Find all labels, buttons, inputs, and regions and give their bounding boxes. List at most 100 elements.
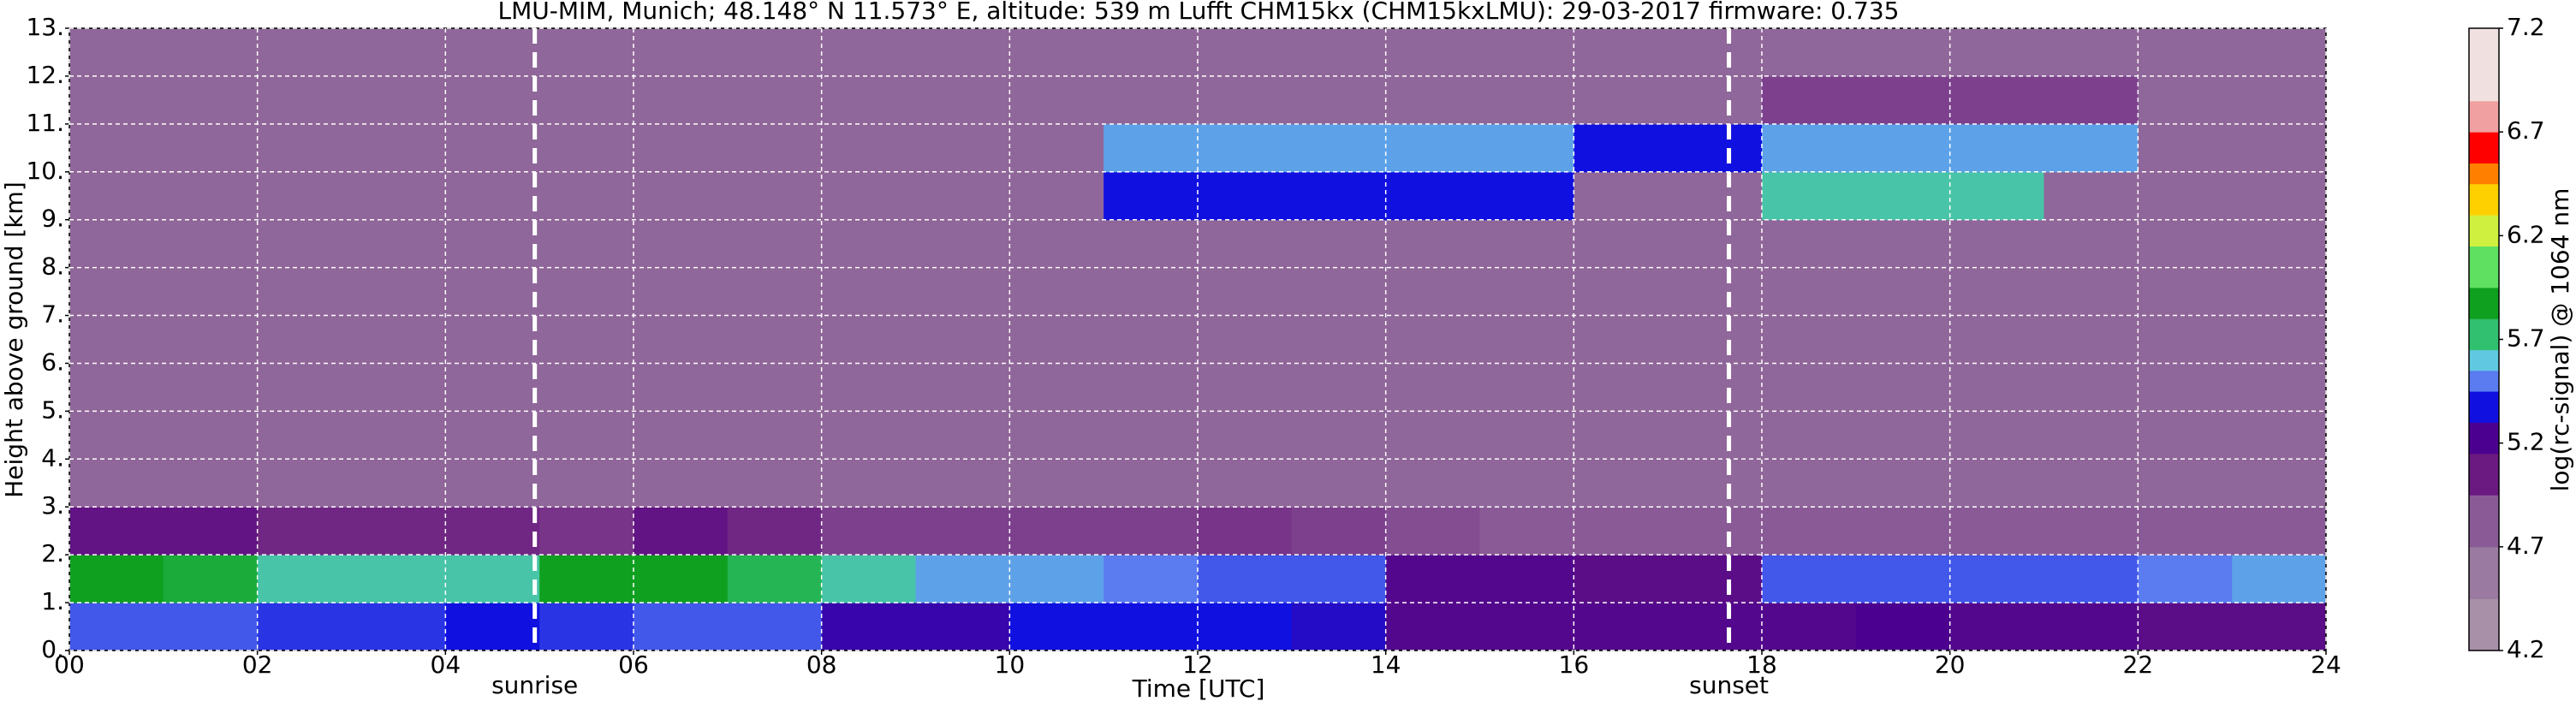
heatmap-cell [727, 507, 823, 556]
heatmap-cell [1198, 603, 1293, 651]
heatmap-cell [69, 219, 164, 269]
heatmap-cell [1855, 123, 1951, 173]
heatmap-cell [1949, 555, 2044, 603]
heatmap-cell [1668, 459, 1763, 508]
x-tick-label: 20 [1935, 651, 1966, 679]
heatmap-cell [1385, 75, 1480, 125]
heatmap-cell [351, 603, 446, 651]
heatmap-cell [539, 28, 634, 77]
heatmap-cell [163, 123, 259, 173]
heatmap-cell [1009, 123, 1104, 173]
y-tick-label: 2. [41, 539, 64, 567]
heatmap-cell [1855, 363, 1951, 412]
heatmap-cell [915, 267, 1010, 317]
heatmap-cell [351, 555, 446, 603]
heatmap-cell [69, 459, 164, 508]
heatmap-cell [634, 507, 729, 556]
heatmap-cell [539, 363, 634, 412]
heatmap-cell [1009, 603, 1104, 651]
heatmap-cell [1762, 459, 1857, 508]
heatmap-cell [915, 315, 1010, 364]
heatmap-cell [257, 459, 352, 508]
heatmap-cell [1009, 315, 1104, 364]
heatmap-cell [1198, 507, 1293, 556]
heatmap-cell [1668, 507, 1763, 556]
heatmap-cell [634, 28, 729, 77]
heatmap-cell [1574, 123, 1669, 173]
heatmap-cell [821, 171, 916, 221]
heatmap-cell [1104, 267, 1199, 317]
heatmap-cell [1198, 555, 1293, 603]
x-tick-label: 18 [1746, 651, 1777, 679]
y-tick-label: 8. [41, 253, 64, 281]
heatmap-cell [1855, 315, 1951, 364]
heatmap-cell [445, 555, 540, 603]
heatmap-cell [163, 411, 259, 460]
heatmap-cell [163, 555, 259, 603]
heatmap-cell [1949, 28, 2044, 77]
heatmap-cell [163, 267, 259, 317]
heatmap-cell [2138, 363, 2233, 412]
heatmap-cell [1385, 603, 1480, 651]
heatmap-cell [1009, 171, 1104, 221]
heatmap-cell [1291, 219, 1387, 269]
annotation-label: sunset [1689, 671, 1769, 699]
y-tick-label: 7. [41, 300, 64, 329]
heatmap-cell [257, 315, 352, 364]
heatmap-cell [2044, 363, 2139, 412]
heatmap-cell [727, 171, 823, 221]
heatmap-cell [163, 363, 259, 412]
heatmap-cell [821, 507, 916, 556]
colorbar-tick-label: 5.2 [2507, 428, 2545, 456]
heatmap-cell [1104, 363, 1199, 412]
heatmap-cell [915, 75, 1010, 125]
heatmap-cell [1009, 28, 1104, 77]
heatmap-cell [257, 219, 352, 269]
heatmap-cell [821, 28, 916, 77]
colorbar-segment [2469, 546, 2499, 599]
heatmap-cell [539, 267, 634, 317]
heatmap-cell [539, 507, 634, 556]
heatmap-cell [69, 507, 164, 556]
heatmap-cell [351, 219, 446, 269]
heatmap-cell [2232, 75, 2327, 125]
heatmap-cell [727, 315, 823, 364]
heatmap-cell [2138, 219, 2233, 269]
heatmap-cell [69, 75, 164, 125]
heatmap-cell [2232, 315, 2327, 364]
heatmap-cell [351, 171, 446, 221]
heatmap-cell [1574, 219, 1669, 269]
y-tick-label: 9. [41, 205, 64, 233]
heatmap-cell [539, 171, 634, 221]
heatmap-cell [257, 123, 352, 173]
heatmap-cell [1855, 171, 1951, 221]
heatmap-cell [1479, 171, 1574, 221]
heatmap-cell [1385, 363, 1480, 412]
heatmap-cell [163, 459, 259, 508]
heatmap-cell [2232, 123, 2327, 173]
x-tick-label: 10 [995, 651, 1026, 679]
heatmap-cell [445, 315, 540, 364]
heatmap-cell [1668, 171, 1763, 221]
heatmap-cell [2044, 507, 2139, 556]
heatmap-cell [539, 123, 634, 173]
heatmap-cell [1855, 267, 1951, 317]
heatmap-cell [1479, 28, 1574, 77]
heatmap-cell [1574, 75, 1669, 125]
heatmap-cell [2044, 603, 2139, 651]
heatmap-cell [1762, 28, 1857, 77]
x-tick-label: 14 [1371, 651, 1401, 679]
heatmap-cell [1479, 603, 1574, 651]
heatmap-cell [445, 219, 540, 269]
heatmap-cell [2138, 459, 2233, 508]
heatmap-cell [1479, 555, 1574, 603]
heatmap-cell [634, 75, 729, 125]
heatmap-cell [634, 171, 729, 221]
heatmap-cell [351, 363, 446, 412]
heatmap-cell [69, 28, 164, 77]
heatmap-cell [1009, 411, 1104, 460]
heatmap-cell [2044, 28, 2139, 77]
heatmap-cell [2232, 28, 2327, 77]
heatmap-cell [727, 459, 823, 508]
